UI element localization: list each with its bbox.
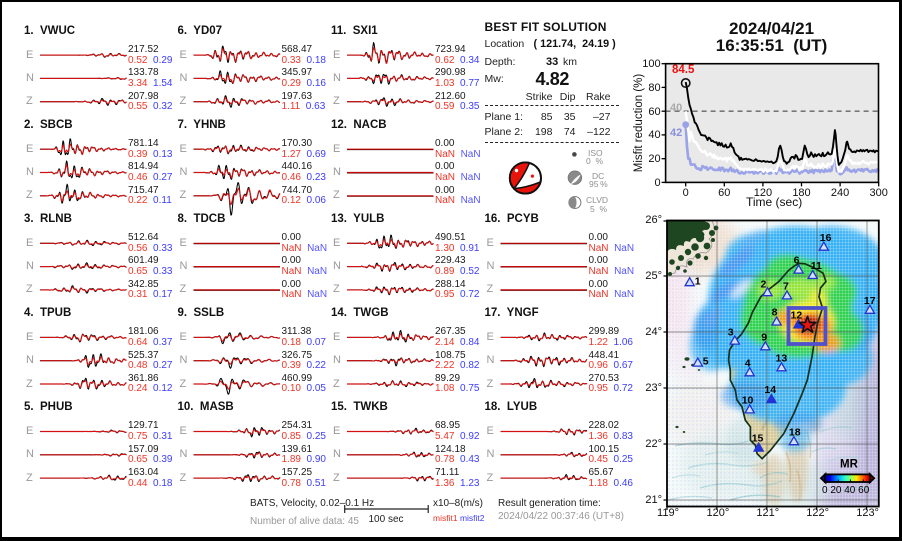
svg-text:MR: MR <box>840 459 859 471</box>
svg-text:5: 5 <box>703 356 709 368</box>
svg-text:11: 11 <box>811 260 822 272</box>
svg-text:6: 6 <box>794 255 800 267</box>
svg-text:17: 17 <box>864 295 876 307</box>
svg-text:9: 9 <box>761 331 767 343</box>
svg-text:7: 7 <box>783 281 789 293</box>
svg-text:16: 16 <box>820 232 832 244</box>
svg-text:2: 2 <box>761 278 767 290</box>
svg-text:10: 10 <box>742 395 754 407</box>
svg-text:4: 4 <box>745 357 751 369</box>
svg-text:14: 14 <box>764 384 776 396</box>
svg-text:0 20 40 60: 0 20 40 60 <box>822 485 870 496</box>
svg-text:13: 13 <box>776 352 788 364</box>
svg-text:12: 12 <box>791 310 803 322</box>
svg-text:18: 18 <box>789 426 801 438</box>
svg-text:1: 1 <box>695 275 701 287</box>
svg-text:8: 8 <box>772 307 778 319</box>
svg-text:15: 15 <box>752 433 764 445</box>
svg-text:3: 3 <box>728 327 734 339</box>
